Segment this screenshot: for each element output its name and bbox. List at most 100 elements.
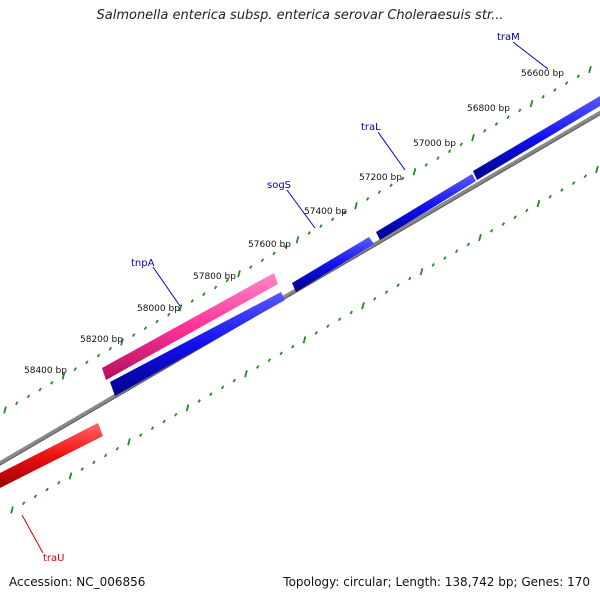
scale-dot — [220, 385, 225, 390]
scale-dot — [57, 480, 61, 485]
scale-dot — [342, 210, 346, 215]
gene-arrow-traL[interactable] — [376, 174, 476, 240]
scale-dot — [197, 399, 201, 403]
scale-dot — [38, 387, 42, 392]
scale-dot — [103, 453, 108, 458]
scale-dot — [80, 467, 84, 471]
scale-dot — [167, 312, 171, 317]
scale-dot — [564, 81, 569, 85]
scale-dot — [529, 99, 534, 108]
leader-line-traM — [512, 41, 549, 70]
scale-dot — [349, 310, 353, 315]
map-title: Salmonella enterica subsp. enterica sero… — [96, 8, 504, 23]
scale-dot — [143, 326, 148, 331]
scale-tick-label: 58400 bp — [24, 366, 67, 376]
scale-dot — [45, 487, 49, 492]
scale-tick-label: 57000 bp — [413, 139, 456, 149]
scale-dot — [377, 190, 382, 194]
gene-arrow-traM[interactable] — [473, 96, 600, 180]
leader-line-sogS — [286, 189, 316, 229]
scale-dot — [108, 346, 112, 351]
scale-dot — [73, 367, 77, 371]
scale-dot — [424, 163, 428, 167]
scale-tick-label: 57600 bp — [248, 240, 291, 250]
scale-dot — [10, 506, 14, 514]
leader-line-tnpA — [152, 266, 181, 307]
scale-dot — [326, 324, 330, 328]
gene-label-traM[interactable]: traM — [497, 32, 520, 43]
scale-dot — [237, 270, 241, 278]
scale-dot — [595, 165, 599, 174]
scale-dot — [337, 317, 342, 322]
scale-tick-label: 57800 bp — [193, 272, 236, 282]
scale-dot — [295, 236, 300, 244]
scale-dot — [513, 215, 517, 220]
scale-dot — [50, 380, 54, 385]
gene-label-tnpA[interactable]: tnpA — [131, 258, 155, 269]
scale-dot — [291, 344, 295, 349]
scale-dot — [307, 231, 311, 235]
scale-dot — [466, 242, 470, 247]
scale-dot — [525, 208, 529, 213]
gene-arrow-tnpA[interactable] — [110, 292, 285, 396]
scale-dot — [15, 401, 19, 406]
scale-dot — [548, 194, 552, 199]
outer-dotted-ring — [3, 65, 592, 414]
scale-dot — [454, 249, 459, 254]
scale-dot — [139, 433, 143, 437]
scale-dot — [541, 94, 545, 99]
scale-dot — [389, 183, 393, 188]
scale-dot — [190, 299, 194, 303]
scale-dot — [150, 426, 155, 431]
scale-dot — [96, 353, 101, 358]
scale-dot — [431, 263, 435, 267]
leader-line-traL — [377, 131, 406, 171]
scale-dot — [213, 285, 218, 290]
scale-dot — [471, 133, 475, 142]
scale-tick-label: 56800 bp — [467, 104, 510, 114]
gene-label-sogS[interactable]: sogS — [267, 180, 291, 191]
scale-dot — [174, 412, 178, 417]
scale-dot — [185, 404, 190, 412]
gene-label-traU[interactable]: traU — [43, 553, 64, 564]
scale-dot — [26, 394, 31, 399]
scale-dot — [478, 233, 482, 242]
scale-dot — [447, 149, 452, 154]
scale-tick-label: 58200 bp — [80, 335, 123, 345]
gene-arrow-traU[interactable] — [0, 423, 103, 488]
scale-dot — [373, 297, 377, 301]
scale-dot — [560, 188, 564, 192]
scale-dot — [588, 65, 592, 74]
scale-dot — [319, 224, 323, 228]
scale-dot — [396, 283, 400, 288]
scale-dot — [244, 370, 248, 378]
accession-label: Accession: NC_006856 — [9, 575, 146, 589]
scale-dot — [354, 202, 358, 210]
scale-tick-label: 57200 bp — [359, 173, 402, 183]
scale-dot — [366, 197, 370, 201]
mobile-element-bar[interactable] — [102, 273, 278, 380]
scale-dot — [127, 438, 131, 446]
scale-dot — [284, 244, 288, 249]
scale-dot — [272, 251, 276, 256]
gene-label-traL[interactable]: traL — [361, 122, 381, 133]
scale-dot — [267, 358, 272, 363]
scale-dot — [361, 302, 365, 310]
scale-dot — [232, 378, 236, 383]
scale-dot — [279, 351, 283, 356]
scale-dot — [401, 176, 405, 181]
scale-dot — [314, 331, 318, 335]
scale-dot — [443, 256, 447, 260]
scale-dot — [419, 268, 424, 276]
scale-dot — [490, 228, 494, 233]
scale-dot — [459, 142, 463, 147]
scale-dot — [178, 304, 183, 312]
scale-dot — [518, 108, 522, 113]
scale-dot — [120, 338, 124, 346]
genome-summary: Topology: circular; Length: 138,742 bp; … — [283, 575, 590, 589]
scale-tick-label: 58000 bp — [137, 304, 180, 314]
scale-dot — [256, 365, 260, 369]
scale-dot — [22, 501, 26, 506]
genome-backbone-shadow — [0, 114, 600, 466]
gene-arrow-sogS[interactable] — [292, 237, 374, 292]
